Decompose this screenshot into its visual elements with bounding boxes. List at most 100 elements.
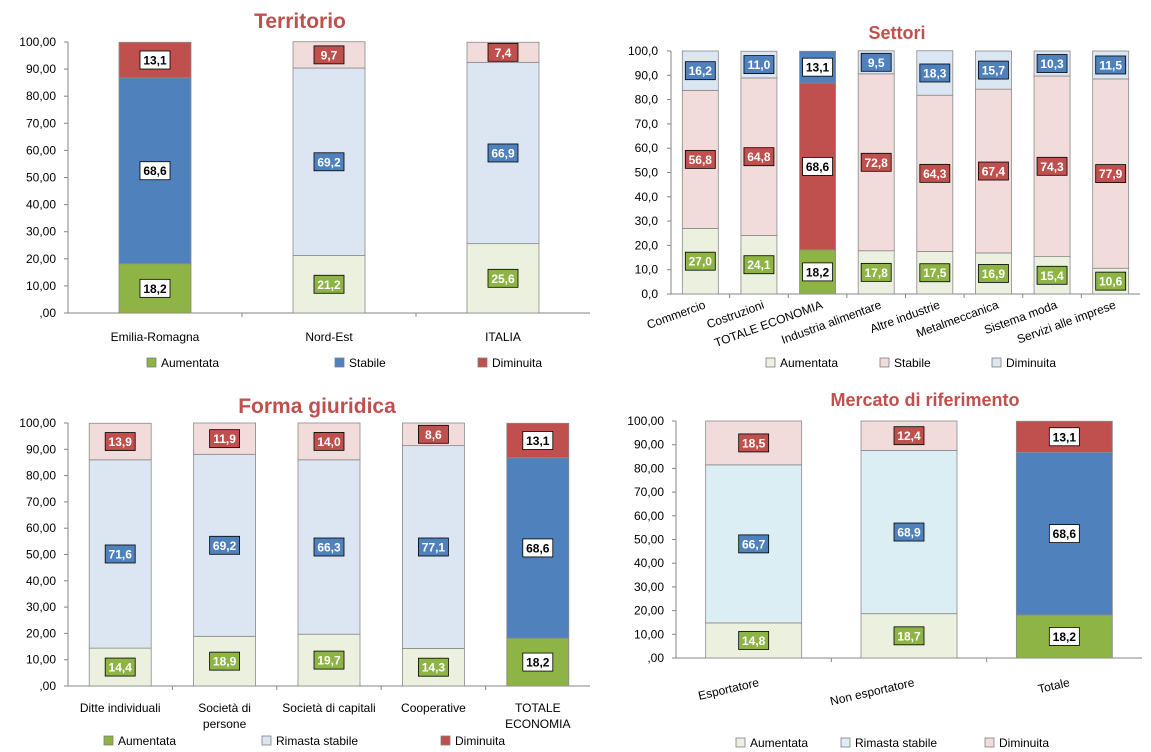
forma-data-label-box <box>313 432 345 451</box>
settori-data-label-box <box>1095 164 1127 183</box>
settori-y-tick-label: 10,0 <box>635 263 659 277</box>
territorio-data-label: 25,6 <box>491 272 515 286</box>
settori-data-label-box <box>802 157 833 176</box>
forma-data-label: 68,6 <box>526 541 550 555</box>
territorio-legend-label: Stabile <box>349 356 386 370</box>
forma-category-label: TOTALE ECONOMIA <box>505 701 570 731</box>
territorio-y-tick-label: 20,00 <box>26 252 56 266</box>
settori-data-label: 15,7 <box>982 64 1006 78</box>
mercato-y-tick-label: 10,00 <box>634 627 664 641</box>
mercato-y-tick-label: 30,00 <box>634 580 664 594</box>
settori-data-label-box <box>1036 156 1068 176</box>
forma-legend-swatch <box>440 735 451 746</box>
settori-legend-label: Aumentata <box>780 356 838 370</box>
settori-data-label: 10,3 <box>1040 57 1064 71</box>
settori-data-label-box <box>802 262 833 282</box>
settori-data-label-box <box>684 61 716 81</box>
settori-data-label: 17,8 <box>865 266 889 280</box>
settori-data-label: 72,8 <box>865 156 889 170</box>
mercato-data-label: 14,8 <box>742 634 766 648</box>
forma-data-label-box <box>313 650 345 670</box>
settori-y-tick-label: 90,0 <box>635 68 659 82</box>
settori-title: Settori <box>868 23 925 43</box>
mercato-data-label-box <box>738 433 770 453</box>
forma-data-label-box <box>417 657 449 677</box>
settori-data-label: 56,8 <box>689 153 713 167</box>
territorio-data-label: 68,6 <box>143 164 167 178</box>
mercato-y-tick-label: 50,00 <box>634 533 664 547</box>
settori-data-label: 74,3 <box>1040 160 1064 174</box>
territorio-y-tick-label: 70,00 <box>26 116 56 130</box>
settori-data-label: 64,8 <box>747 150 771 164</box>
settori-data-label-box <box>1095 55 1127 75</box>
mercato-data-label-box <box>1048 524 1080 543</box>
forma-data-label: 71,6 <box>109 547 133 561</box>
settori-data-label-box <box>978 161 1009 181</box>
forma-legend-label: Aumentata <box>118 734 176 748</box>
mercato-data-label: 68,9 <box>897 526 921 540</box>
settori-data-label-box <box>919 263 951 283</box>
forma-data-label: 77,1 <box>422 541 446 555</box>
forma-y-tick-label: 20,00 <box>26 626 56 640</box>
forma-y-tick-label: 30,00 <box>26 600 56 614</box>
settori-data-label: 11,5 <box>1099 58 1122 72</box>
mercato-data-label: 18,5 <box>742 436 766 450</box>
forma-chart: Forma giuridica ,00 10,00 20,00 30,00 40,00 50… <box>19 395 590 748</box>
mercato-data-label-box <box>738 631 770 650</box>
forma-data-label: 66,3 <box>317 541 341 555</box>
settori-data-label-box <box>684 149 716 169</box>
settori-y-tick-label: 80,0 <box>635 93 659 107</box>
settori-data-label: 24,1 <box>747 258 771 272</box>
forma-y-tick-label: 40,00 <box>26 574 56 588</box>
forma-data-label: 14,4 <box>109 661 133 675</box>
territorio-legend-swatch <box>146 357 157 368</box>
settori-data-label: 10,6 <box>1099 275 1123 289</box>
territorio-y-tick-label: 90,00 <box>26 62 56 76</box>
mercato-data-label-box <box>893 522 925 542</box>
forma-data-label-box <box>522 431 554 450</box>
settori-data-label-box <box>1036 54 1068 73</box>
territorio-data-label: 21,2 <box>317 278 341 292</box>
settori-chart: Settori 0,0 10,0 20,0 30,0 40,0 50,0 60,0 70,0 80… <box>628 23 1140 370</box>
mercato-data-label-box <box>738 534 770 554</box>
forma-data-label-box <box>104 544 136 564</box>
forma-legend-label: Diminuita <box>455 734 505 748</box>
territorio-legend-label: Diminuita <box>492 356 542 370</box>
mercato-legend-swatch <box>840 737 851 748</box>
territorio-data-label-box <box>487 143 519 163</box>
settori-legend-label: Diminuita <box>1006 356 1056 370</box>
mercato-legend-label: Aumentata <box>750 736 808 750</box>
territorio-y-tick-label: 10,00 <box>26 279 56 293</box>
territorio-data-label-box <box>487 42 519 62</box>
settori-data-label: 15,4 <box>1040 269 1064 283</box>
settori-data-label: 11,0 <box>748 58 771 72</box>
settori-data-label: 67,4 <box>982 165 1006 179</box>
territorio-data-label-box <box>313 274 345 294</box>
settori-data-label-box <box>860 262 892 282</box>
settori-y-tick-label: 70,0 <box>635 117 659 131</box>
mercato-data-label: 68,6 <box>1053 527 1077 541</box>
mercato-y-tick-label: 20,00 <box>634 604 664 618</box>
forma-y-tick-label: 90,00 <box>26 442 56 456</box>
settori-data-label-box <box>860 52 892 72</box>
mercato-data-label: 12,4 <box>897 429 921 443</box>
settori-y-tick-label: 50,0 <box>635 166 659 180</box>
mercato-data-label-box <box>893 626 925 646</box>
settori-y-tick-label: 100,0 <box>628 44 658 58</box>
forma-data-label-box <box>209 651 241 671</box>
territorio-data-label: 13,1 <box>143 54 167 68</box>
forma-legend-swatch <box>261 735 272 746</box>
territorio-data-label-box <box>139 50 171 70</box>
territorio-data-label: 18,2 <box>143 282 167 296</box>
forma-data-label-box <box>313 537 345 557</box>
territorio-category-label: ITALIA <box>485 330 521 344</box>
territorio-title: Territorio <box>254 10 346 33</box>
settori-data-label: 18,3 <box>923 66 947 80</box>
territorio-data-label-box <box>139 278 171 298</box>
settori-data-label-box <box>919 163 951 183</box>
settori-data-label-box <box>1036 265 1068 285</box>
settori-data-label-box <box>684 251 716 271</box>
mercato-y-tick-label: 90,00 <box>634 438 664 452</box>
territorio-category-label: Nord-Est <box>305 330 353 344</box>
